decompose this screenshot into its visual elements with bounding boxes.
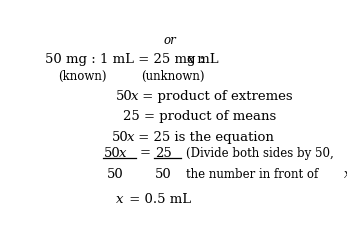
Text: x: x xyxy=(127,131,135,144)
Text: 50: 50 xyxy=(104,147,121,160)
Text: x: x xyxy=(116,193,124,206)
Text: 50 mg : 1 mL = 25 mg :: 50 mg : 1 mL = 25 mg : xyxy=(45,53,204,66)
Text: =: = xyxy=(139,146,151,159)
Text: 50: 50 xyxy=(107,167,124,181)
Text: x: x xyxy=(187,53,195,66)
Text: (known): (known) xyxy=(58,70,107,82)
Text: = 25 is the equation: = 25 is the equation xyxy=(134,131,274,144)
Text: 25 = product of means: 25 = product of means xyxy=(123,110,276,124)
Text: = 0.5 mL: = 0.5 mL xyxy=(125,193,191,206)
Text: x: x xyxy=(131,90,138,103)
Text: x: x xyxy=(119,147,126,160)
Text: 50: 50 xyxy=(116,90,133,103)
Text: the number in front of: the number in front of xyxy=(186,167,322,181)
Text: x: x xyxy=(344,167,347,181)
Text: 25: 25 xyxy=(155,147,172,160)
Text: or: or xyxy=(163,34,176,47)
Text: (Divide both sides by 50,: (Divide both sides by 50, xyxy=(186,147,334,160)
Text: 50: 50 xyxy=(112,131,129,144)
Text: 50: 50 xyxy=(155,167,172,181)
Text: mL: mL xyxy=(193,53,219,66)
Text: = product of extremes: = product of extremes xyxy=(138,90,293,103)
Text: (unknown): (unknown) xyxy=(142,70,205,82)
